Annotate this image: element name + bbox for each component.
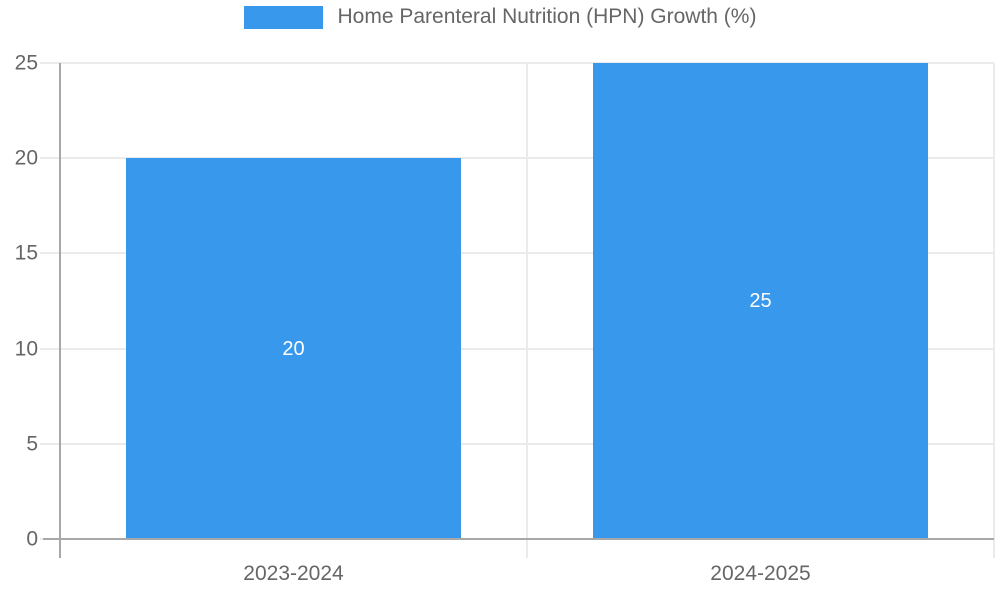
x-gridline (526, 63, 528, 539)
y-tick-label: 10 (14, 337, 38, 361)
y-tick-label: 20 (14, 146, 38, 170)
legend-item[interactable]: Home Parenteral Nutrition (HPN) Growth (… (243, 5, 757, 29)
y-tick-label: 25 (14, 51, 38, 75)
legend-swatch-icon (243, 5, 323, 29)
x-axis-line (43, 538, 994, 540)
y-tick-mark (40, 62, 60, 64)
y-tick-mark (40, 157, 60, 160)
y-tick-mark (40, 442, 60, 445)
y-tick-mark (40, 252, 60, 255)
legend: Home Parenteral Nutrition (HPN) Growth (… (0, 0, 1000, 34)
bar-value-label: 25 (749, 290, 772, 312)
x-tick-mark (526, 539, 528, 558)
x-tick-mark (993, 539, 995, 558)
y-tick-label: 5 (26, 432, 38, 456)
y-tick-mark (40, 347, 60, 350)
x-gridline (993, 63, 995, 539)
legend-label: Home Parenteral Nutrition (HPN) Growth (… (337, 5, 757, 28)
y-tick-label: 0 (26, 527, 38, 551)
y-axis-line (59, 63, 61, 558)
y-tick-label: 15 (14, 241, 38, 265)
x-category-label: 2023-2024 (243, 562, 344, 585)
bar-value-label: 20 (282, 337, 305, 360)
x-category-label: 2024-2025 (710, 562, 811, 585)
bar-2024-2025[interactable] (593, 63, 928, 539)
bar-2023-2024[interactable] (126, 158, 461, 539)
plot-area: 20 25 (60, 62, 995, 540)
